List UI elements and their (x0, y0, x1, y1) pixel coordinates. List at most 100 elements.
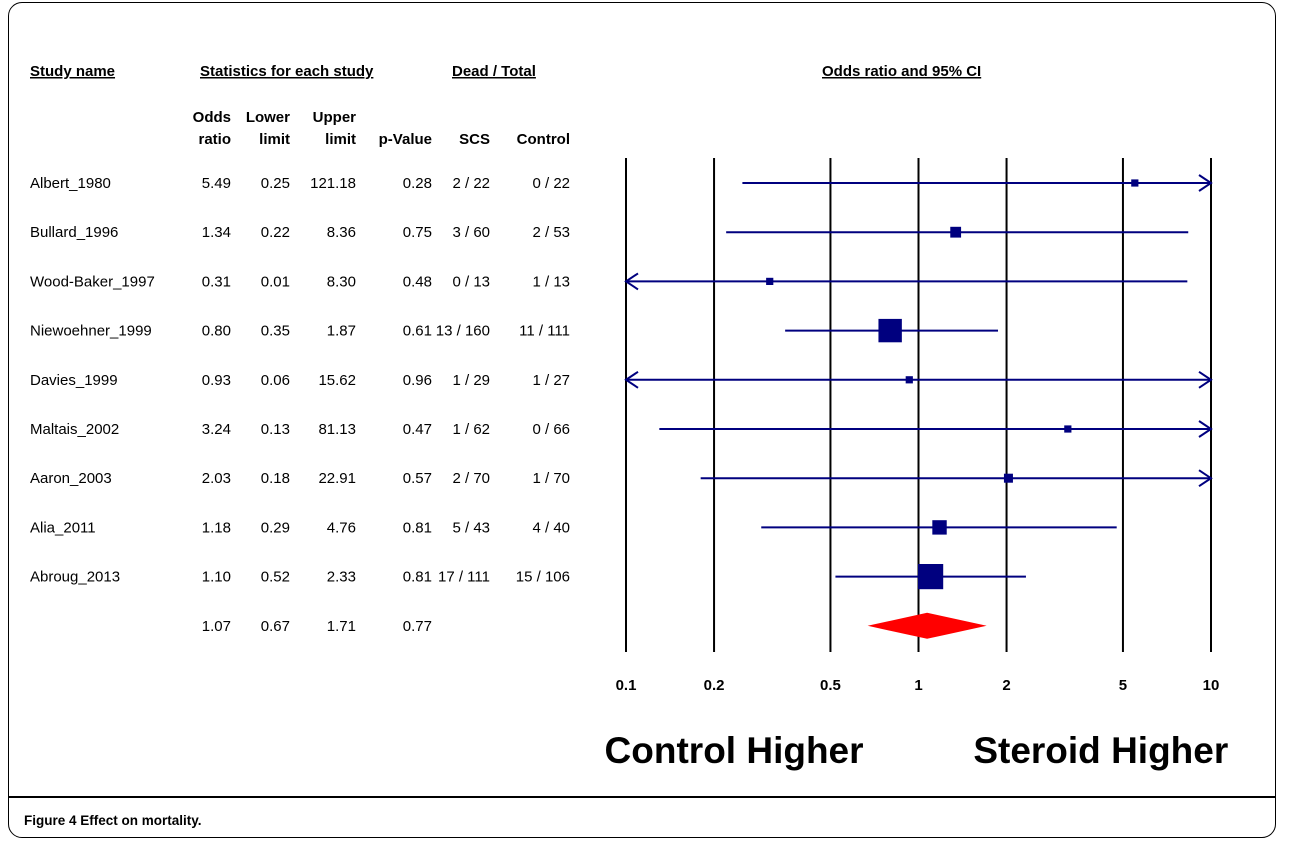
header-dead-total: Dead / Total (452, 63, 536, 80)
point-estimate-square (905, 376, 913, 384)
subheader-upper-limit-line2: limit (325, 131, 356, 148)
ci-arrow-right (1198, 370, 1213, 389)
study-p-value: 0.81 (403, 519, 432, 536)
x-tick-label: 2 (1002, 677, 1010, 694)
study-upper-limit: 22.91 (318, 470, 356, 487)
x-tick-label: 0.5 (820, 677, 841, 694)
summary-p-value: 0.77 (403, 618, 432, 635)
point-estimate-square (878, 318, 902, 343)
study-odds-ratio: 0.31 (202, 273, 231, 290)
point-estimate-square (1131, 179, 1139, 187)
subheader-scs: SCS (459, 131, 490, 148)
figure-caption: Figure 4 Effect on mortality. (24, 813, 202, 828)
study-lower-limit: 0.01 (261, 273, 290, 290)
study-upper-limit: 8.36 (327, 224, 356, 241)
subheader-p-value: p-Value (379, 131, 432, 148)
study-odds-ratio: 3.24 (202, 421, 231, 438)
study-control-count: 4 / 40 (532, 519, 570, 536)
study-scs-count: 13 / 160 (436, 323, 490, 340)
point-estimate-square (766, 277, 774, 285)
study-scs-count: 1 / 29 (452, 372, 490, 389)
study-upper-limit: 1.87 (327, 323, 356, 340)
study-scs-count: 2 / 22 (452, 175, 490, 192)
summary-odds-ratio: 1.07 (202, 618, 231, 635)
study-control-count: 15 / 106 (516, 569, 570, 586)
study-upper-limit: 81.13 (318, 421, 356, 438)
study-name: Niewoehner_1999 (30, 323, 152, 340)
point-estimate-square (1064, 425, 1072, 433)
subheader-odds-ratio-line2: ratio (198, 131, 231, 148)
label-control-higher: Control Higher (605, 730, 864, 771)
summary-diamond (867, 612, 987, 639)
study-name: Wood-Baker_1997 (30, 273, 155, 290)
study-upper-limit: 15.62 (318, 372, 356, 389)
study-name: Albert_1980 (30, 175, 111, 192)
study-odds-ratio: 1.34 (202, 224, 231, 241)
study-control-count: 0 / 22 (532, 175, 570, 192)
study-p-value: 0.57 (403, 470, 432, 487)
subheader-lower-limit-line1: Lower (246, 109, 290, 126)
study-scs-count: 5 / 43 (452, 519, 490, 536)
ci-arrow-right (1198, 420, 1213, 438)
summary-lower-limit: 0.67 (261, 618, 290, 635)
study-lower-limit: 0.22 (261, 224, 290, 241)
study-lower-limit: 0.35 (261, 323, 290, 340)
point-estimate-square (918, 564, 944, 590)
study-p-value: 0.28 (403, 175, 432, 192)
study-p-value: 0.96 (403, 372, 432, 389)
study-odds-ratio: 5.49 (202, 175, 231, 192)
x-tick-label: 0.2 (704, 677, 725, 694)
study-odds-ratio: 1.10 (202, 569, 231, 586)
study-odds-ratio: 2.03 (202, 470, 231, 487)
study-name: Bullard_1996 (30, 224, 118, 241)
point-estimate-square (1003, 473, 1013, 483)
point-estimate-square (950, 226, 962, 238)
study-upper-limit: 2.33 (327, 569, 356, 586)
study-p-value: 0.75 (403, 224, 432, 241)
subheader-control: Control (517, 131, 570, 148)
study-name: Abroug_2013 (30, 569, 120, 586)
header-study-name: Study name (30, 63, 115, 80)
x-tick-label: 5 (1119, 677, 1127, 694)
study-p-value: 0.81 (403, 569, 432, 586)
study-p-value: 0.47 (403, 421, 432, 438)
study-p-value: 0.61 (403, 323, 432, 340)
subheader-upper-limit-line1: Upper (313, 109, 357, 126)
study-scs-count: 2 / 70 (452, 470, 490, 487)
study-scs-count: 0 / 13 (452, 273, 490, 290)
ci-arrow-right (1198, 174, 1213, 192)
figure-frame (8, 2, 1276, 838)
study-lower-limit: 0.13 (261, 421, 290, 438)
study-scs-count: 1 / 62 (452, 421, 490, 438)
study-control-count: 1 / 13 (532, 273, 570, 290)
study-control-count: 1 / 70 (532, 470, 570, 487)
study-lower-limit: 0.29 (261, 519, 290, 536)
subheader-lower-limit-line2: limit (259, 131, 290, 148)
ci-arrow-left (624, 370, 639, 389)
study-upper-limit: 121.18 (310, 175, 356, 192)
study-control-count: 2 / 53 (532, 224, 570, 241)
study-control-count: 1 / 27 (532, 372, 570, 389)
study-control-count: 0 / 66 (532, 421, 570, 438)
x-tick-label: 10 (1203, 677, 1220, 694)
study-lower-limit: 0.06 (261, 372, 290, 389)
study-scs-count: 17 / 111 (438, 569, 490, 586)
study-lower-limit: 0.18 (261, 470, 290, 487)
study-lower-limit: 0.52 (261, 569, 290, 586)
point-estimate-square (932, 520, 947, 535)
study-name: Davies_1999 (30, 372, 118, 389)
study-odds-ratio: 0.93 (202, 372, 231, 389)
study-name: Alia_2011 (30, 519, 96, 536)
study-upper-limit: 4.76 (327, 519, 356, 536)
study-name: Aaron_2003 (30, 470, 112, 487)
ci-arrow-left (624, 272, 639, 291)
x-tick-label: 1 (914, 677, 922, 694)
study-lower-limit: 0.25 (261, 175, 290, 192)
subheader-odds-ratio-line1: Odds (193, 109, 231, 126)
label-steroid-higher: Steroid Higher (973, 730, 1228, 771)
x-tick-label: 0.1 (616, 677, 637, 694)
ci-arrow-right (1198, 469, 1213, 488)
header-odds-ratio-ci: Odds ratio and 95% CI (822, 63, 981, 80)
study-scs-count: 3 / 60 (452, 224, 490, 241)
